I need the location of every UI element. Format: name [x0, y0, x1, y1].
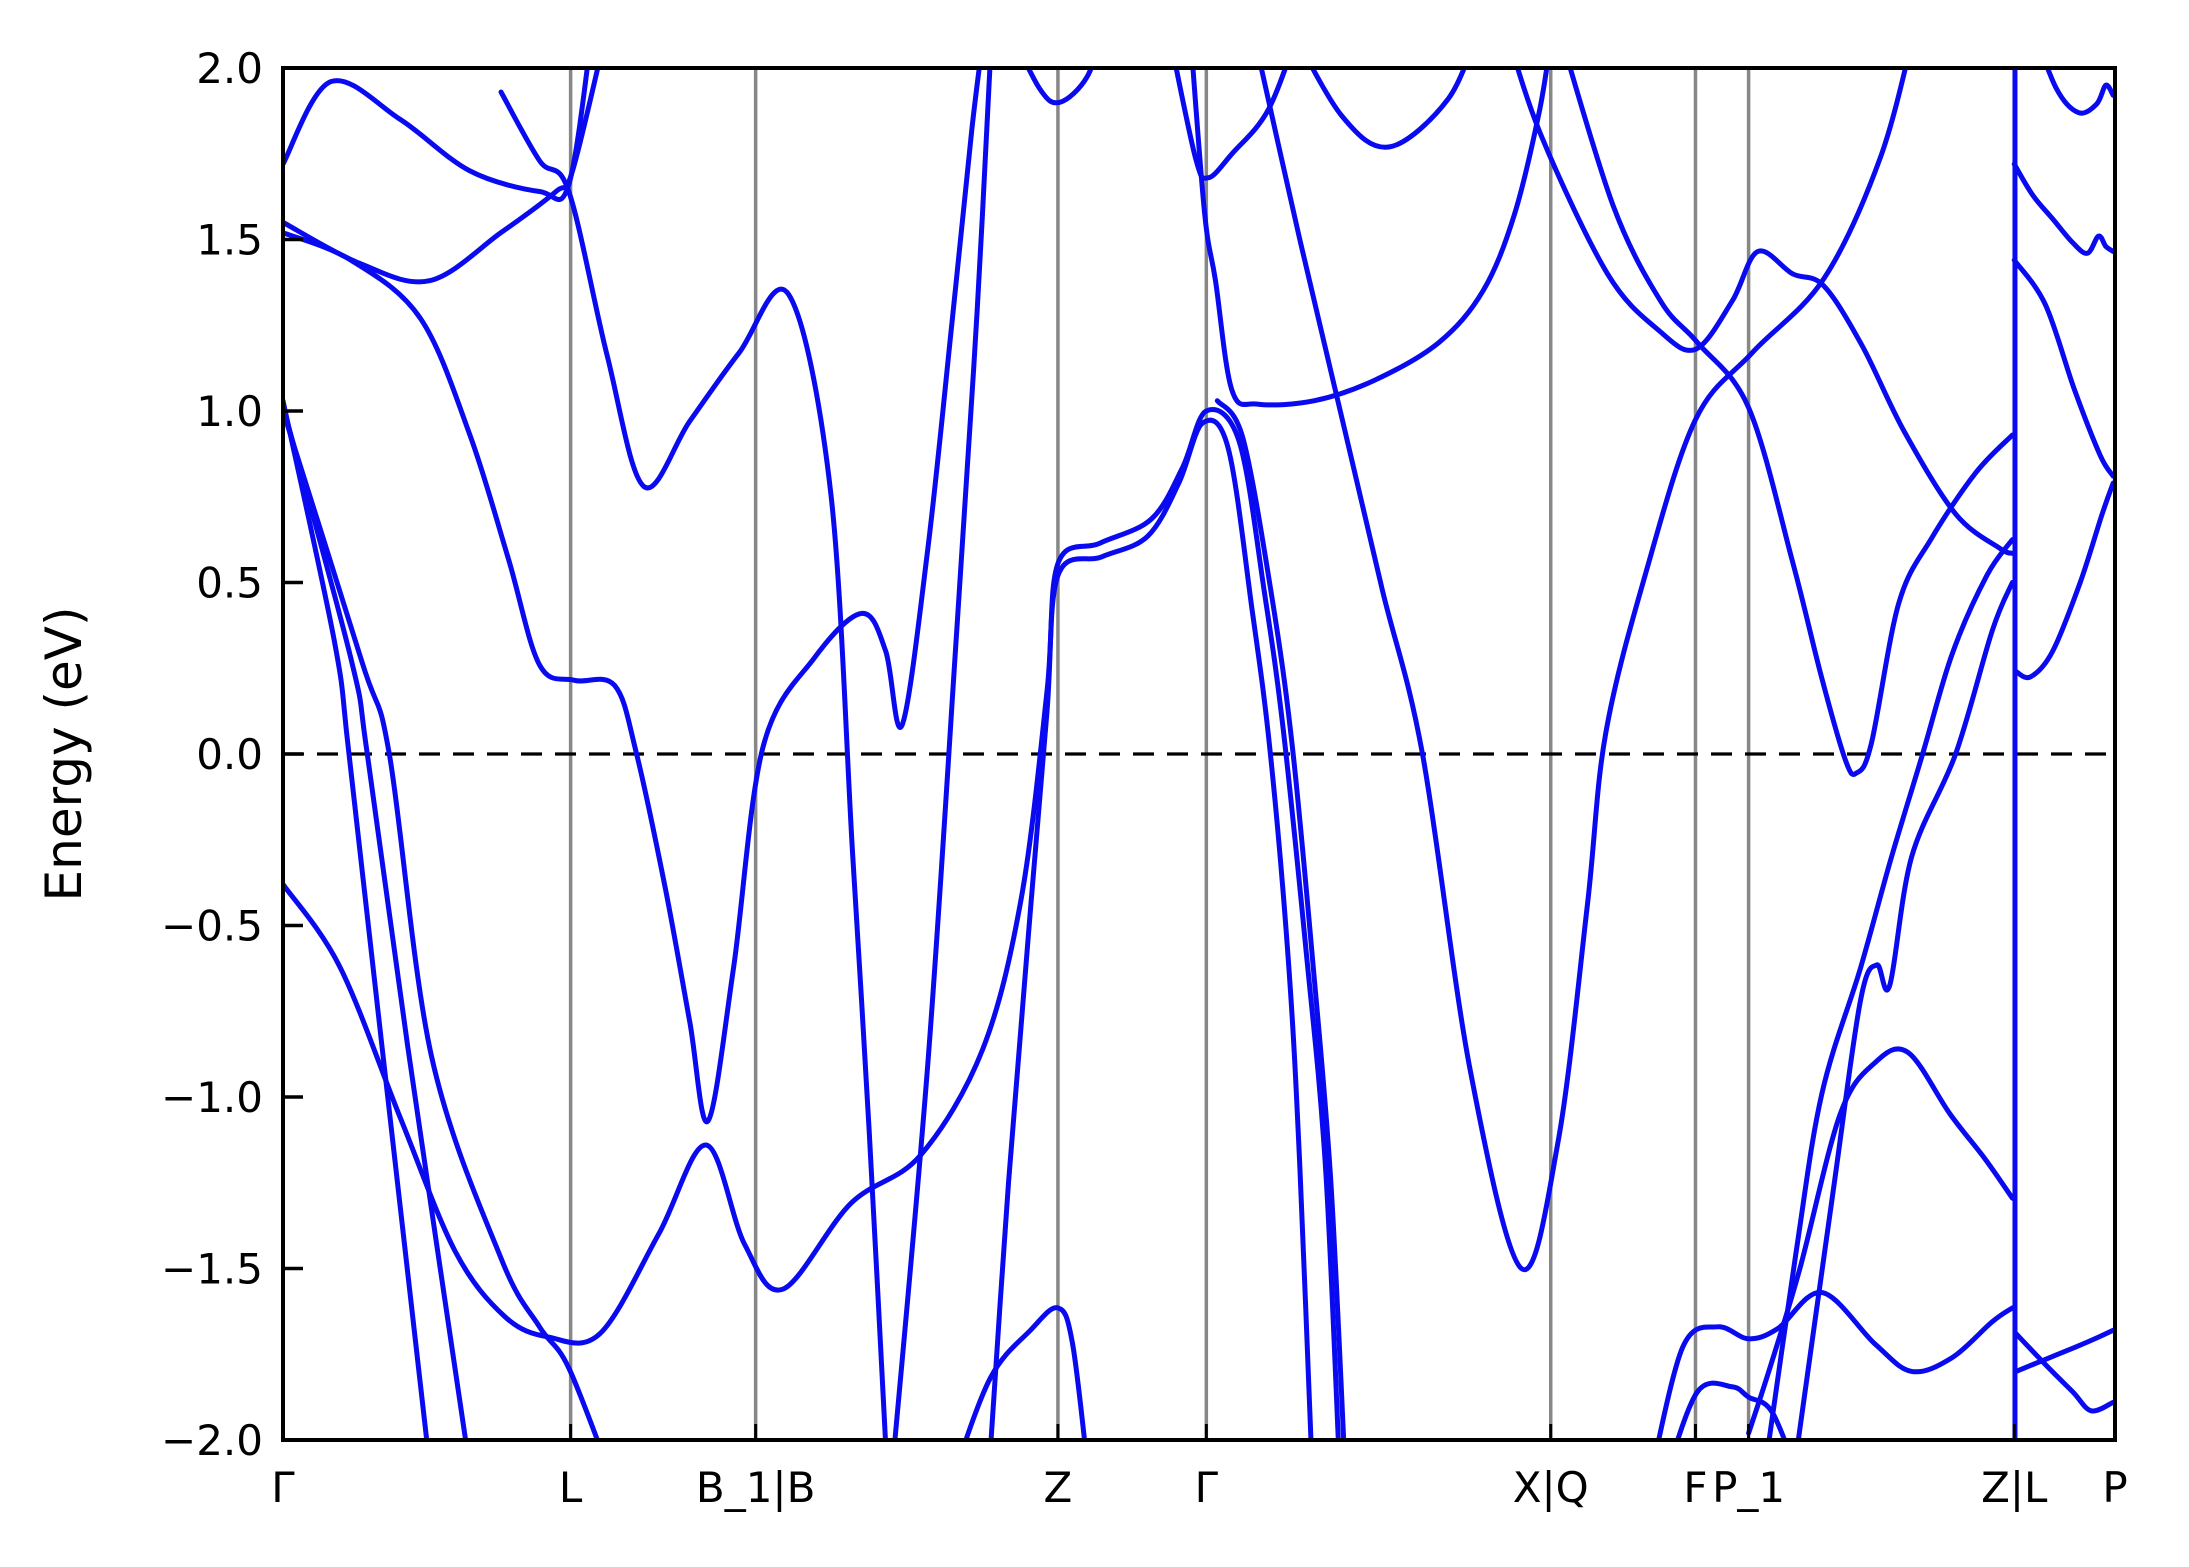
kpoint-label: Z|L: [1981, 1463, 2048, 1512]
kpoint-label: Γ: [271, 1463, 295, 1512]
band-line: [2011, 161, 2115, 256]
y-axis-label: Energy (eV): [35, 606, 93, 902]
y-tick-label: 0.5: [196, 559, 263, 608]
kpoint-label: Γ: [1195, 1463, 1219, 1512]
band-line: [1514, 68, 2015, 556]
y-tick-label: −2.0: [161, 1416, 263, 1465]
y-tick-label: 1.5: [196, 216, 263, 265]
y-tick-label: −0.5: [161, 902, 263, 951]
y-tick-label: 2.0: [196, 44, 263, 93]
band-line: [1190, 68, 1550, 408]
kpoint-label: P_1: [1712, 1463, 1785, 1512]
band-line: [963, 1305, 1088, 1440]
band-line: [2013, 480, 2115, 681]
band-line: [1258, 68, 1908, 1273]
band-line: [2011, 257, 2115, 479]
band-line: [1214, 398, 1347, 1440]
band-line: [1746, 1046, 2015, 1436]
kpoint-label: Z: [1044, 1463, 1073, 1512]
band-line: [2044, 68, 2115, 116]
band-line: [988, 417, 1314, 1440]
band-line: [1567, 68, 2015, 777]
kpoint-label: F: [1683, 1463, 1707, 1512]
band-line: [283, 398, 430, 1440]
kpoint-label: B_1|B: [696, 1463, 816, 1512]
band-line: [1795, 580, 2015, 1440]
band-line: [283, 403, 469, 1440]
bands-group: [283, 68, 2115, 1440]
band-line: [2013, 1331, 2115, 1414]
band-line: [1173, 68, 1289, 181]
y-tick-label: −1.5: [161, 1245, 263, 1294]
band-line: [283, 407, 1341, 1440]
y-tick-label: −1.0: [161, 1073, 263, 1122]
band-line: [1309, 68, 1467, 150]
y-tick-label: 1.0: [196, 387, 263, 436]
kpoint-label: X|Q: [1513, 1463, 1589, 1512]
band-line: [1674, 1380, 1788, 1440]
band-line: [283, 68, 590, 203]
band-line: [892, 68, 993, 1440]
band-line: [283, 408, 601, 1440]
kpoint-label: P: [2102, 1463, 2127, 1512]
band-line: [2013, 1327, 2115, 1374]
band-line: [1025, 68, 1094, 106]
band-line: [498, 89, 888, 1440]
band-line: [1766, 537, 2015, 1440]
kpoint-label: L: [559, 1463, 583, 1512]
y-tick-label: 0.0: [196, 730, 263, 779]
band-line: [1656, 1289, 2015, 1440]
band-line: [283, 68, 982, 1125]
